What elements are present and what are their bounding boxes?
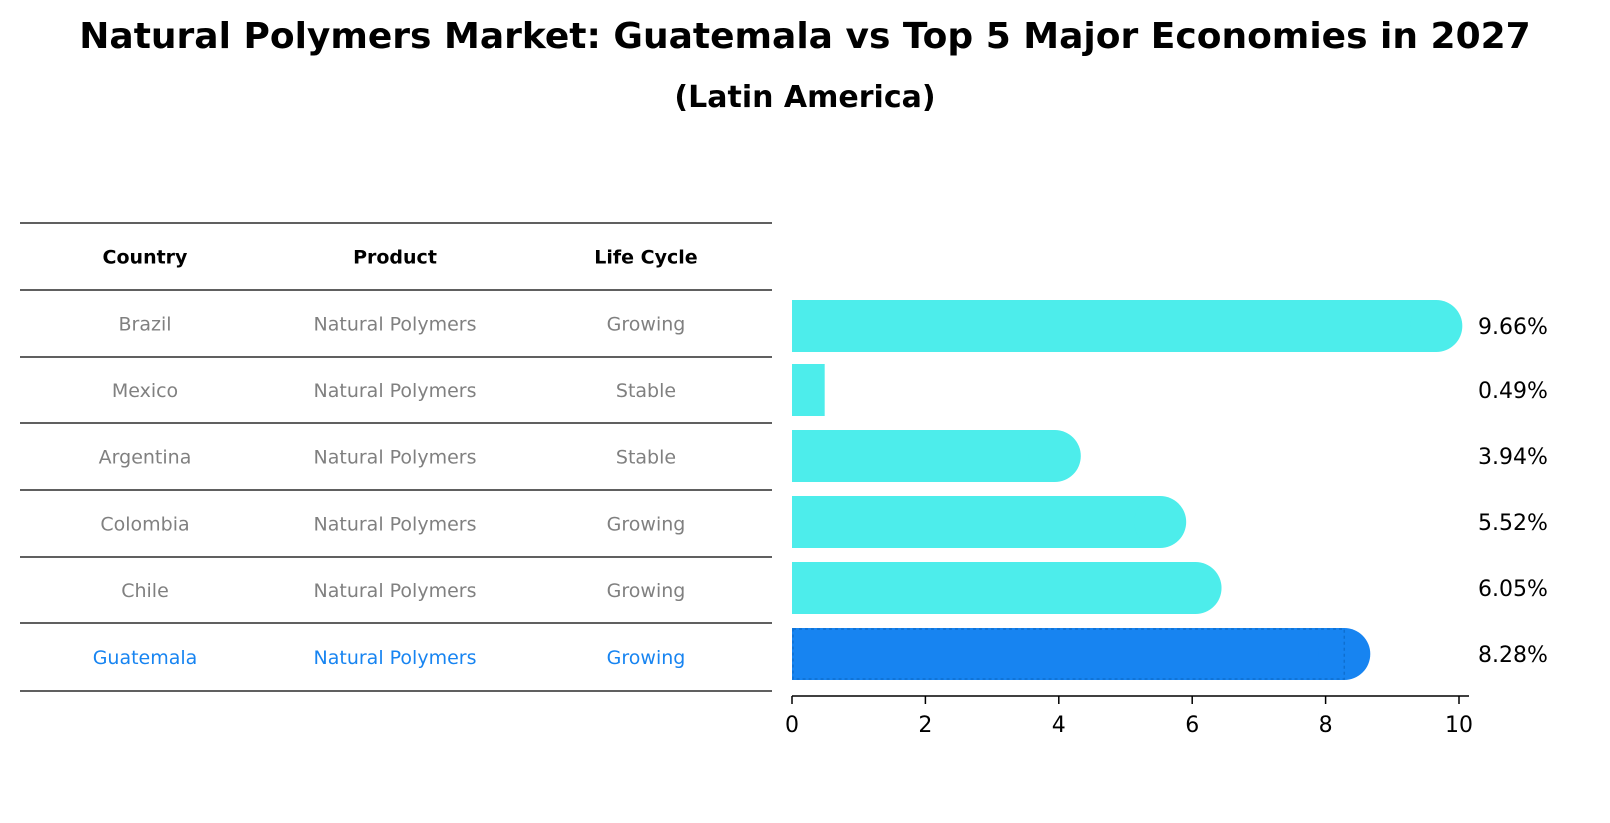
x-tick-label: 10 <box>1445 713 1473 738</box>
table-cell: Stable <box>616 380 676 402</box>
bar-cap <box>1028 430 1081 482</box>
bar-cap <box>1169 562 1222 614</box>
table-cell: Colombia <box>100 514 189 536</box>
x-tick-label: 6 <box>1185 713 1199 738</box>
bar-value-label: 0.49% <box>1478 379 1548 404</box>
table-cell: Guatemala <box>93 647 198 669</box>
table-cell: Natural Polymers <box>314 514 477 536</box>
x-tick-label: 4 <box>1052 713 1066 738</box>
bar <box>792 430 1055 482</box>
x-tick-label: 2 <box>918 713 932 738</box>
bar-cap <box>1410 300 1463 352</box>
table-header-cell: Country <box>103 247 189 269</box>
table-cell: Stable <box>616 447 676 469</box>
table-cell: Natural Polymers <box>314 314 477 336</box>
table-cell: Natural Polymers <box>314 647 477 669</box>
bar-value-label: 6.05% <box>1478 577 1548 602</box>
table-cell: Growing <box>607 514 686 536</box>
bar <box>792 364 825 416</box>
table-header-cell: Product <box>353 247 437 269</box>
bar <box>792 300 1437 352</box>
table-cell: Growing <box>607 314 686 336</box>
x-axis: 0 2 4 6 8 10 <box>785 695 1473 738</box>
bar-highlight-outline <box>792 628 1346 680</box>
bar-value-label: 8.28% <box>1478 643 1548 668</box>
bar <box>792 562 1196 614</box>
chart-title: Natural Polymers Market: Guatemala vs To… <box>79 16 1531 57</box>
table-cell: Growing <box>607 647 686 669</box>
bar-value-label: 5.52% <box>1478 511 1548 536</box>
table-cell: Argentina <box>99 447 192 469</box>
bar-value-label: 3.94% <box>1478 445 1548 470</box>
bar-value-label: 9.66% <box>1478 315 1548 340</box>
bar <box>792 628 1345 680</box>
table-cell: Chile <box>121 580 169 602</box>
chart-subtitle: (Latin America) <box>674 80 936 115</box>
x-tick-label: 0 <box>785 713 799 738</box>
table-header-cell: Life Cycle <box>594 247 697 269</box>
table-cell: Mexico <box>112 380 178 402</box>
x-tick-label: 8 <box>1319 713 1333 738</box>
table-cell: Natural Polymers <box>314 380 477 402</box>
bar-series: 9.66% 0.49% 3.94% 5.52% 6.05% 8.28% <box>792 300 1548 680</box>
table-cell: Growing <box>607 580 686 602</box>
bar <box>792 496 1161 548</box>
table-cell: Natural Polymers <box>314 580 477 602</box>
data-table: Country Product Life Cycle Brazil Natural Po… <box>20 222 772 692</box>
bar-cap <box>1134 496 1187 548</box>
table-cell: Natural Polymers <box>314 447 477 469</box>
table-cell: Brazil <box>118 314 171 336</box>
